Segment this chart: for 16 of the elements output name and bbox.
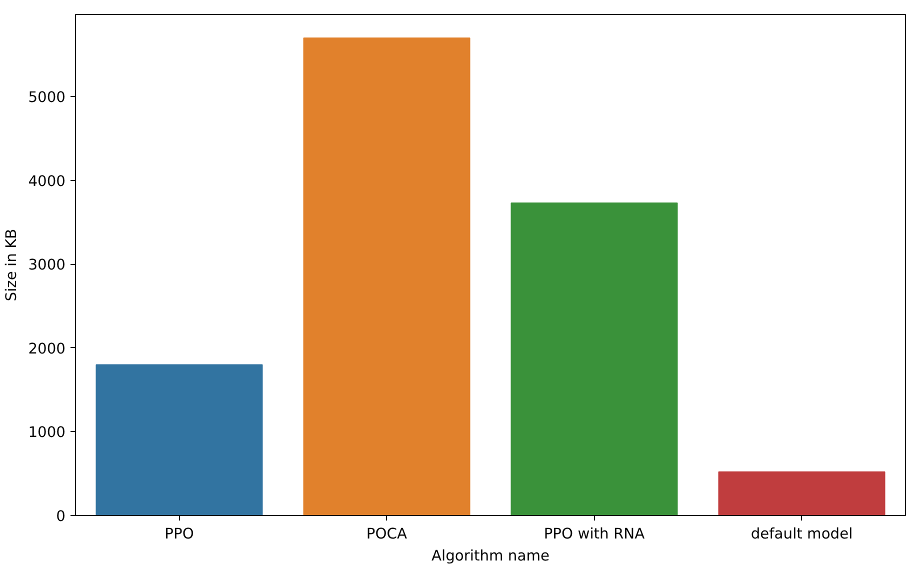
y-tick-label: 2000 <box>28 340 66 358</box>
y-tick-label: 0 <box>56 508 66 525</box>
bar <box>718 471 886 516</box>
x-tick-label: PPO with RNA <box>544 526 645 542</box>
bar <box>510 202 678 516</box>
x-tick-label: PPO <box>164 526 194 542</box>
x-axis-title: Algorithm name <box>432 548 550 564</box>
bar <box>303 37 470 516</box>
y-tick-label: 1000 <box>28 424 66 442</box>
y-axis-title: Size in KB <box>3 228 20 302</box>
x-tick-label: default model <box>750 526 853 542</box>
x-tick-label: POCA <box>366 526 408 542</box>
y-tick-label: 3000 <box>28 256 66 274</box>
bar <box>96 364 263 516</box>
y-tick-label: 5000 <box>28 89 66 106</box>
y-tick-label: 4000 <box>28 172 66 190</box>
